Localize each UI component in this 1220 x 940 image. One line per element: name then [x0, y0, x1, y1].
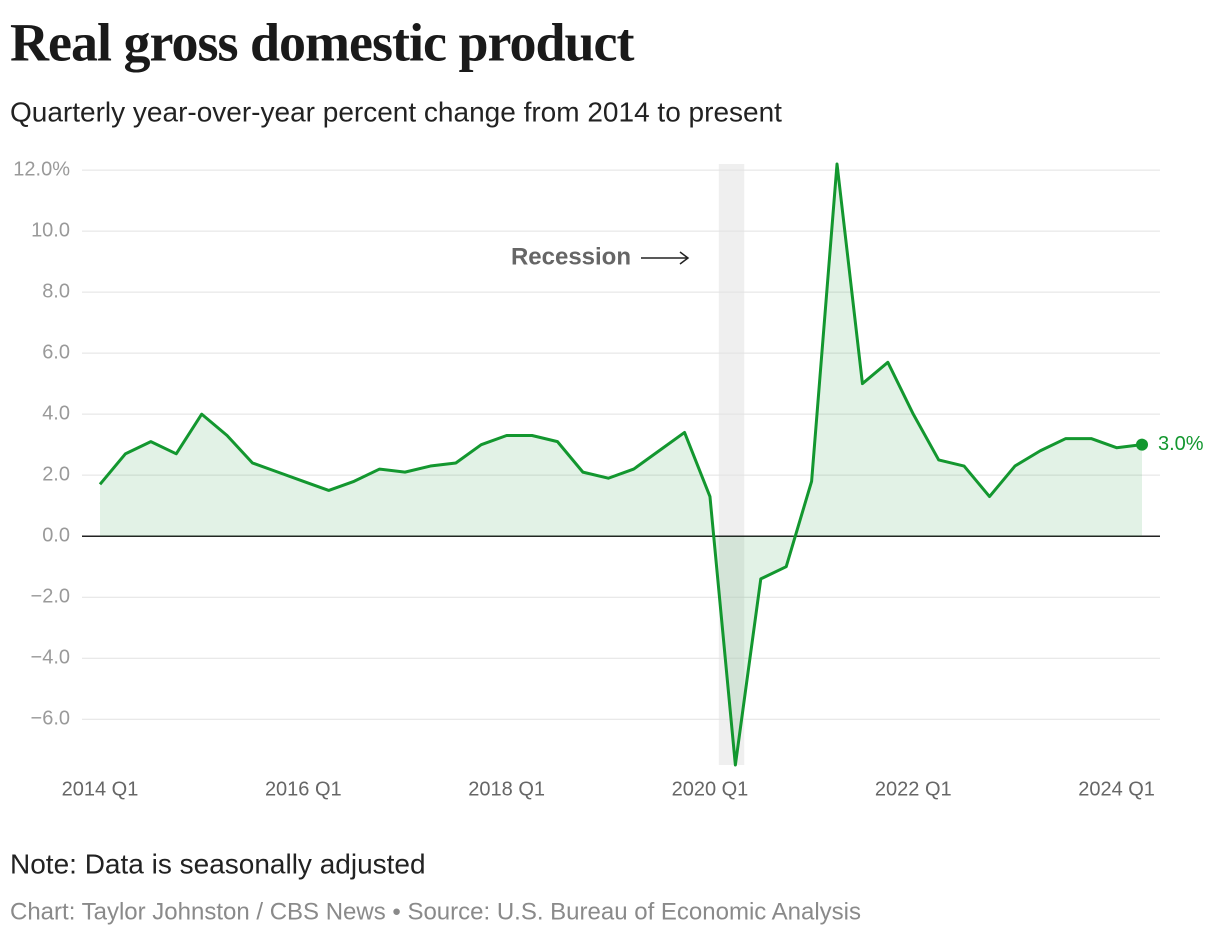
source: Chart: Taylor Johnston / CBS News • Sour… [10, 898, 861, 925]
x-tick-label: 2018 Q1 [468, 778, 545, 800]
x-tick-label: 2014 Q1 [62, 778, 139, 800]
annotation: Recession [511, 243, 631, 270]
y-tick-label: 10.0 [31, 219, 70, 241]
line [98, 162, 1143, 767]
y-tick-label: 8.0 [42, 280, 70, 302]
x-tick-label: 2016 Q1 [265, 778, 342, 800]
area [100, 164, 1142, 765]
y-tick-label: −2.0 [31, 585, 70, 607]
value-label: 3.0% [1158, 433, 1204, 455]
note: Note: Data is seasonally adjusted [10, 848, 426, 879]
x-tick-label: 2024 Q1 [1078, 778, 1155, 800]
recession-band [718, 164, 745, 765]
y-tick-label: −4.0 [31, 647, 70, 669]
chart-title: Real gross domestic product [10, 12, 634, 72]
y-tick-label: 6.0 [42, 341, 70, 363]
y-tick-label: 0.0 [42, 524, 70, 546]
x-tick-label: 2020 Q1 [672, 778, 749, 800]
x-tick-label: 2022 Q1 [875, 778, 952, 800]
plot-area: −6.0 −4.0 −2.0 0.0 2.0 4.0 6.0 8.0 10.0 12.0% 2014… [13, 158, 1204, 800]
y-tick-label: 12.0% [13, 158, 70, 180]
y-tick-label: 4.0 [42, 402, 70, 424]
y-tick-label: 2.0 [42, 463, 70, 485]
end-point [1136, 438, 1148, 451]
arrow [641, 251, 690, 265]
chart-subtitle: Quarterly year-over-year percent change … [10, 96, 782, 127]
y-tick-label: −6.0 [31, 708, 70, 730]
